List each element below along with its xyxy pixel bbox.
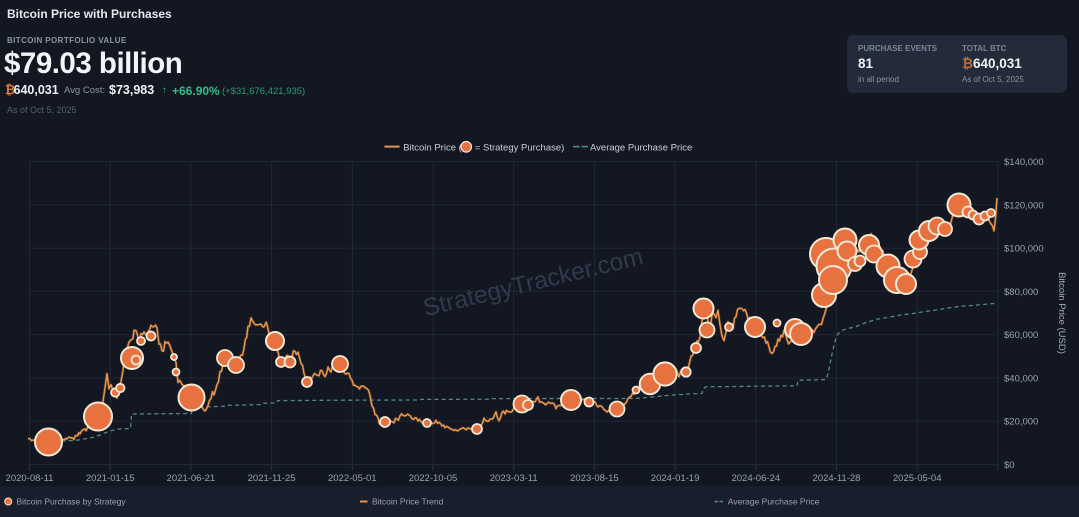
svg-text:StrategyTracker.com: StrategyTracker.com bbox=[421, 243, 646, 322]
svg-text:2020-08-11: 2020-08-11 bbox=[6, 473, 54, 484]
svg-text:$0: $0 bbox=[1004, 460, 1015, 471]
svg-text:2024-06-24: 2024-06-24 bbox=[731, 473, 780, 484]
svg-text:Average Purchase Price: Average Purchase Price bbox=[590, 142, 692, 153]
svg-text:2023-03-11: 2023-03-11 bbox=[490, 473, 538, 484]
svg-text:$60,000: $60,000 bbox=[1004, 330, 1038, 341]
svg-text:$100,000: $100,000 bbox=[1004, 244, 1044, 255]
svg-text:Bitcoin Purchase by Strategy: Bitcoin Purchase by Strategy bbox=[17, 497, 127, 507]
svg-text:Bitcoin Price (: Bitcoin Price ( bbox=[403, 142, 462, 153]
svg-text:Average Purchase Price: Average Purchase Price bbox=[728, 497, 820, 507]
svg-text:2021-01-15: 2021-01-15 bbox=[86, 473, 135, 484]
svg-text:2022-10-05: 2022-10-05 bbox=[409, 473, 458, 484]
svg-text:2023-08-15: 2023-08-15 bbox=[570, 473, 619, 484]
svg-text:= Strategy Purchase): = Strategy Purchase) bbox=[475, 142, 565, 153]
svg-text:2024-01-19: 2024-01-19 bbox=[651, 473, 700, 484]
svg-text:$140,000: $140,000 bbox=[1004, 157, 1044, 168]
svg-text:Bitcoin Price Trend: Bitcoin Price Trend bbox=[372, 497, 444, 507]
svg-text:2022-05-01: 2022-05-01 bbox=[328, 473, 377, 484]
svg-text:$80,000: $80,000 bbox=[1004, 287, 1038, 298]
svg-text:Bitcoin Price (USD): Bitcoin Price (USD) bbox=[1056, 272, 1067, 354]
svg-text:2021-06-21: 2021-06-21 bbox=[167, 473, 216, 484]
svg-text:$120,000: $120,000 bbox=[1004, 200, 1044, 211]
svg-text:2024-11-28: 2024-11-28 bbox=[813, 473, 861, 484]
svg-text:2025-05-04: 2025-05-04 bbox=[893, 473, 942, 484]
svg-text:$40,000: $40,000 bbox=[1004, 373, 1038, 384]
svg-text:$20,000: $20,000 bbox=[1004, 417, 1038, 428]
svg-text:2021-11-25: 2021-11-25 bbox=[248, 473, 296, 484]
